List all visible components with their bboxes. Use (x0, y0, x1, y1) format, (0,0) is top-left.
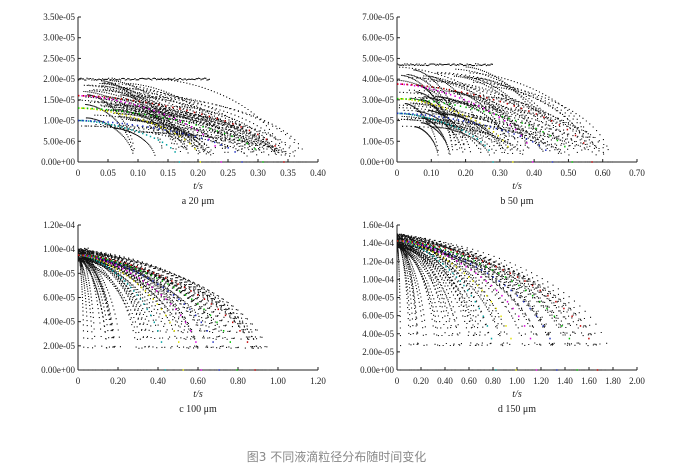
y-tick-label: 4.00e-05 (362, 329, 394, 339)
y-tick-label: 3.50e-05 (43, 12, 75, 22)
y-tick-label: 5.00e-06 (43, 136, 75, 146)
data-points (78, 247, 273, 371)
y-tick-label: 0.00e+00 (360, 157, 394, 167)
x-axis-label: t/s (193, 181, 203, 192)
x-tick-label: 1.20 (310, 376, 326, 386)
y-tick-label: 1.20e-04 (43, 220, 75, 230)
x-axis-label: t/s (512, 389, 522, 400)
y-tick-label: 1.20e-04 (362, 256, 394, 266)
x-tick-label: 0.40 (526, 168, 542, 178)
x-tick-label: 0 (395, 168, 400, 178)
x-tick-label: 0.10 (423, 168, 439, 178)
panel-4: 0.00e+00 2.00e-05 4.00e-05 6.00e-05 8.00e-05… (360, 220, 645, 415)
figure: 0.00e+00 5.00e-06 1.00e-05 1.50e-05 2.00e-05… (41, 12, 645, 415)
x-tick-label: 0 (76, 168, 81, 178)
x-axis-label: t/s (193, 389, 203, 400)
highlight-trajectory (78, 254, 256, 371)
y-tick-label: 6.00e-05 (362, 33, 394, 43)
x-tick-label: 0 (395, 376, 400, 386)
y-tick-label: 1.00e-05 (43, 116, 75, 126)
panel-subtitle: b 50 μm (500, 196, 533, 207)
y-tick-label: 8.00e-05 (43, 268, 75, 278)
panel-1: 0.00e+00 5.00e-06 1.00e-05 1.50e-05 2.00e-05… (41, 12, 326, 207)
highlight-trajectory (397, 112, 554, 163)
x-tick-label: 0.35 (280, 168, 296, 178)
x-tick-label: 0.40 (150, 376, 166, 386)
panel-2: 0.00e+00 1.00e-05 2.00e-05 3.00e-05 4.00e-05… (360, 12, 645, 207)
trajectory-points (78, 77, 307, 163)
x-tick-label: 0.40 (437, 376, 453, 386)
data-points (78, 77, 307, 163)
x-tick-label: 0.20 (190, 168, 206, 178)
x-tick-label: 0.30 (250, 168, 266, 178)
y-tick-label: 5.00e-05 (362, 53, 394, 63)
highlight-trajectory (397, 240, 599, 371)
highlight-trajectory (397, 240, 578, 371)
x-tick-label: 1.40 (557, 376, 573, 386)
y-tick-label: 2.00e-05 (362, 116, 394, 126)
x-tick-label: 0.50 (561, 168, 577, 178)
highlight-trajectory (78, 94, 285, 163)
x-axis-label: t/s (512, 181, 522, 192)
y-tick-label: 1.00e-04 (362, 274, 394, 284)
highlight-trajectory (397, 83, 593, 163)
x-tick-label: 0.25 (220, 168, 236, 178)
x-tick-label: 0.20 (458, 168, 474, 178)
x-tick-label: 0.30 (492, 168, 508, 178)
y-tick-label: 2.50e-05 (43, 53, 75, 63)
x-tick-label: 0.20 (110, 376, 126, 386)
trajectory-points (397, 63, 614, 163)
y-tick-label: 0.00e+00 (360, 365, 394, 375)
x-tick-label: 1.80 (605, 376, 621, 386)
highlight-trajectory (397, 97, 573, 163)
data-points (397, 63, 614, 163)
y-tick-label: 1.60e-04 (362, 220, 394, 230)
x-tick-label: 1.00 (270, 376, 286, 386)
x-tick-label: 0.40 (310, 168, 326, 178)
y-tick-label: 7.00e-05 (362, 12, 394, 22)
panel-subtitle: a 20 μm (182, 196, 215, 207)
y-tick-label: 8.00e-05 (362, 293, 394, 303)
panel-subtitle: c 100 μm (179, 404, 217, 415)
y-tick-label: 6.00e-05 (362, 311, 394, 321)
y-tick-label: 2.00e-05 (43, 341, 75, 351)
x-tick-label: 0.70 (629, 168, 645, 178)
x-tick-label: 0.10 (130, 168, 146, 178)
y-tick-label: 1.50e-05 (43, 95, 75, 105)
x-tick-label: 0.05 (100, 168, 116, 178)
y-tick-label: 2.00e-05 (362, 347, 394, 357)
y-tick-label: 2.00e-05 (43, 74, 75, 84)
y-tick-label: 3.00e-05 (362, 95, 394, 105)
x-tick-label: 0.15 (160, 168, 176, 178)
data-points (397, 233, 613, 371)
x-tick-label: 0 (76, 376, 81, 386)
x-tick-label: 2.00 (629, 376, 645, 386)
x-tick-label: 0.60 (461, 376, 477, 386)
x-tick-label: 0.20 (413, 376, 429, 386)
y-tick-label: 1.40e-04 (362, 238, 394, 248)
trajectory-points (78, 247, 273, 371)
x-tick-label: 0.80 (485, 376, 501, 386)
x-tick-label: 1.60 (581, 376, 597, 386)
y-tick-label: 4.00e-05 (43, 317, 75, 327)
panel-3: 0.00e+00 2.00e-05 4.00e-05 6.00e-05 8.00e-05… (41, 220, 326, 415)
panel-subtitle: d 150 μm (498, 404, 536, 415)
y-tick-label: 4.00e-05 (362, 74, 394, 84)
x-tick-label: 0.60 (190, 376, 206, 386)
x-tick-label: 0.80 (230, 376, 246, 386)
y-tick-label: 6.00e-05 (43, 293, 75, 303)
figure-caption: 图3 不同液滴粒径分布随时间变化 (246, 450, 427, 464)
y-tick-label: 0.00e+00 (41, 157, 75, 167)
y-tick-label: 0.00e+00 (41, 365, 75, 375)
highlight-trajectory (397, 83, 534, 163)
y-tick-label: 3.00e-05 (43, 33, 75, 43)
x-tick-label: 1.20 (533, 376, 549, 386)
x-tick-label: 1.00 (509, 376, 525, 386)
y-tick-label: 1.00e-05 (362, 136, 394, 146)
x-tick-label: 0.60 (595, 168, 611, 178)
highlight-trajectory (397, 240, 558, 371)
highlight-trajectory (78, 119, 243, 163)
y-tick-label: 1.00e-04 (43, 244, 75, 254)
highlight-trajectory (78, 107, 264, 163)
